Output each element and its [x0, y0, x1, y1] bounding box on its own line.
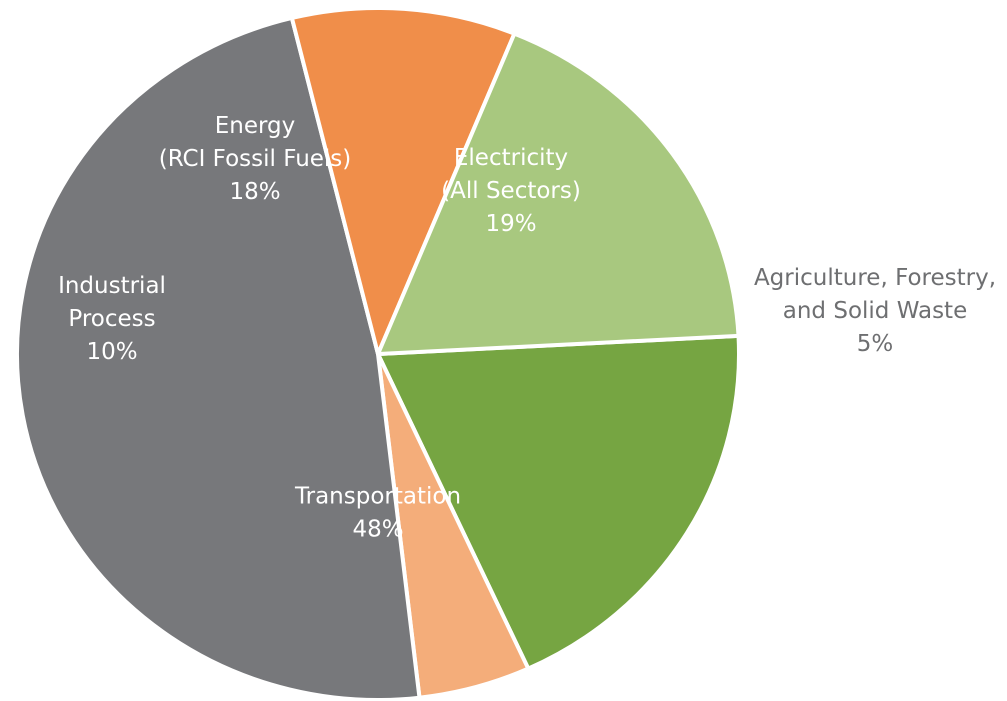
slice-label-line: (RCI Fossil Fuels)	[159, 146, 352, 172]
slice-label-line: 18%	[229, 179, 280, 205]
pie-slice-transportation	[15, 15, 422, 701]
pie-slice-electricity-all-sectors	[376, 333, 741, 671]
slice-label-line: 5%	[857, 331, 894, 357]
slice-label-agriculture-forestry-and-solid-waste: Agriculture, Forestry, and Solid Waste 5%	[754, 265, 996, 357]
slice-label-line: Energy	[215, 113, 296, 139]
slice-label-transportation: Transportation 48%	[294, 484, 461, 543]
slice-label-electricity-all-sectors: Electricity (All Sectors) 19%	[441, 145, 581, 237]
slice-label-industrial-process: Industrial Process 10%	[58, 273, 166, 365]
slice-label-line: 19%	[485, 211, 536, 237]
slice-label-line: Process	[68, 306, 155, 332]
pie-labels: Electricity (All Sectors) 19% Agriculture, …	[58, 113, 996, 543]
slice-label-line: Agriculture, Forestry,	[754, 265, 996, 291]
slice-label-line: Electricity	[454, 145, 568, 171]
pie-slice-energy-rci-fossil-fuels	[376, 31, 741, 356]
pie-slices	[15, 6, 741, 701]
slice-label-line: 10%	[86, 339, 137, 365]
slice-label-line: (All Sectors)	[441, 178, 581, 204]
slice-label-energy-rci-fossil-fuels: Energy (RCI Fossil Fuels) 18%	[159, 113, 352, 205]
pie-slice-industrial-process	[289, 6, 517, 356]
slice-label-line: Industrial	[58, 273, 166, 299]
slice-label-line: Transportation	[294, 484, 461, 510]
slice-label-line: 48%	[352, 517, 403, 543]
slice-label-line: and Solid Waste	[783, 298, 967, 324]
